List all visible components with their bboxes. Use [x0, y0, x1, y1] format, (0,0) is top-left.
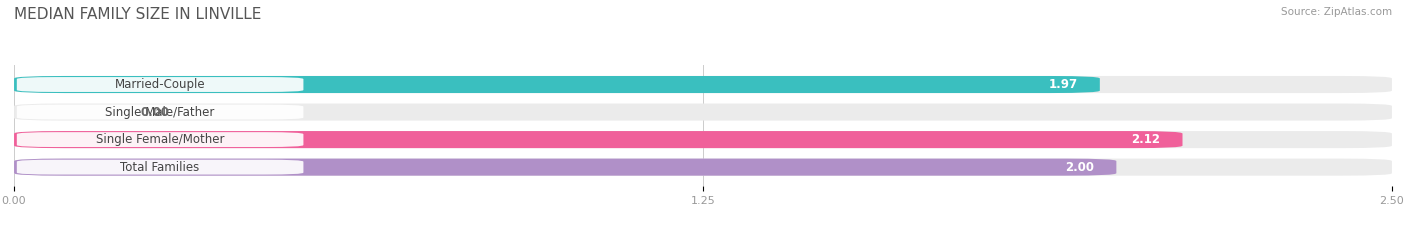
FancyBboxPatch shape [14, 159, 1116, 176]
Text: MEDIAN FAMILY SIZE IN LINVILLE: MEDIAN FAMILY SIZE IN LINVILLE [14, 7, 262, 22]
Text: Source: ZipAtlas.com: Source: ZipAtlas.com [1281, 7, 1392, 17]
Text: Married-Couple: Married-Couple [115, 78, 205, 91]
Text: 0.00: 0.00 [141, 106, 170, 119]
FancyBboxPatch shape [14, 103, 1392, 121]
FancyBboxPatch shape [14, 76, 1099, 93]
FancyBboxPatch shape [17, 132, 304, 147]
Text: 2.00: 2.00 [1066, 161, 1094, 174]
Text: Single Female/Mother: Single Female/Mother [96, 133, 225, 146]
FancyBboxPatch shape [14, 131, 1182, 148]
Text: 2.12: 2.12 [1132, 133, 1160, 146]
Text: 1.97: 1.97 [1049, 78, 1078, 91]
FancyBboxPatch shape [14, 131, 1392, 148]
FancyBboxPatch shape [17, 160, 304, 175]
Text: Single Male/Father: Single Male/Father [105, 106, 215, 119]
FancyBboxPatch shape [17, 77, 304, 92]
FancyBboxPatch shape [14, 159, 1392, 176]
Text: Total Families: Total Families [121, 161, 200, 174]
FancyBboxPatch shape [17, 105, 304, 120]
FancyBboxPatch shape [14, 76, 1392, 93]
